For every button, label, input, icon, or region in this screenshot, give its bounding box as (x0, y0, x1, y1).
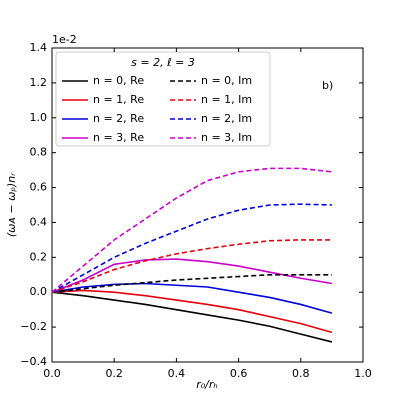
series-line (51, 291, 333, 343)
legend-label: n = 2, Im (201, 112, 252, 125)
y-tick-label: −0.4 (20, 355, 47, 368)
y-tick-label: 0.0 (30, 285, 48, 298)
y-tick-label: 0.2 (30, 250, 48, 263)
legend-label: n = 1, Im (201, 93, 252, 106)
y-axis-label: (ωᴀ − ωₚ)nᵣ (5, 172, 18, 237)
y-tick-label: 1.0 (30, 111, 48, 124)
x-tick-label: 0.2 (105, 367, 123, 380)
legend-box (55, 51, 271, 147)
x-tick-label: 0.6 (230, 367, 248, 380)
y-tick-label: 0.6 (30, 181, 48, 194)
series-line (51, 167, 332, 293)
legend-label: n = 3, Re (93, 131, 144, 144)
y-tick-label: 1.4 (30, 41, 48, 54)
series-line (51, 289, 333, 334)
legend-label: n = 0, Im (201, 74, 252, 87)
legend-label: n = 3, Im (201, 131, 252, 144)
offset-label: 1e-2 (52, 33, 77, 46)
y-tick-label: 0.4 (30, 215, 48, 228)
x-tick-label: 1.0 (354, 367, 372, 380)
legend-label: n = 0, Re (93, 74, 144, 87)
plot-frame (51, 47, 364, 363)
series-line (51, 273, 332, 294)
legend-label: n = 2, Re (93, 112, 144, 125)
series-line (51, 239, 332, 293)
legend-label: n = 1, Re (93, 93, 144, 106)
y-tick-label: −0.2 (20, 320, 47, 333)
annotation: b) (322, 79, 333, 92)
legend-title: s = 2, ℓ = 3 (131, 56, 195, 69)
series-line (51, 203, 332, 293)
x-tick-label: 0.0 (43, 367, 61, 380)
x-tick-label: 0.4 (168, 367, 186, 380)
x-tick-label: 0.8 (292, 367, 310, 380)
y-tick-label: 1.2 (30, 76, 48, 89)
x-axis-label: r₀/rₕ (196, 378, 218, 391)
series-line (51, 282, 333, 314)
y-tick-label: 0.8 (30, 146, 48, 159)
